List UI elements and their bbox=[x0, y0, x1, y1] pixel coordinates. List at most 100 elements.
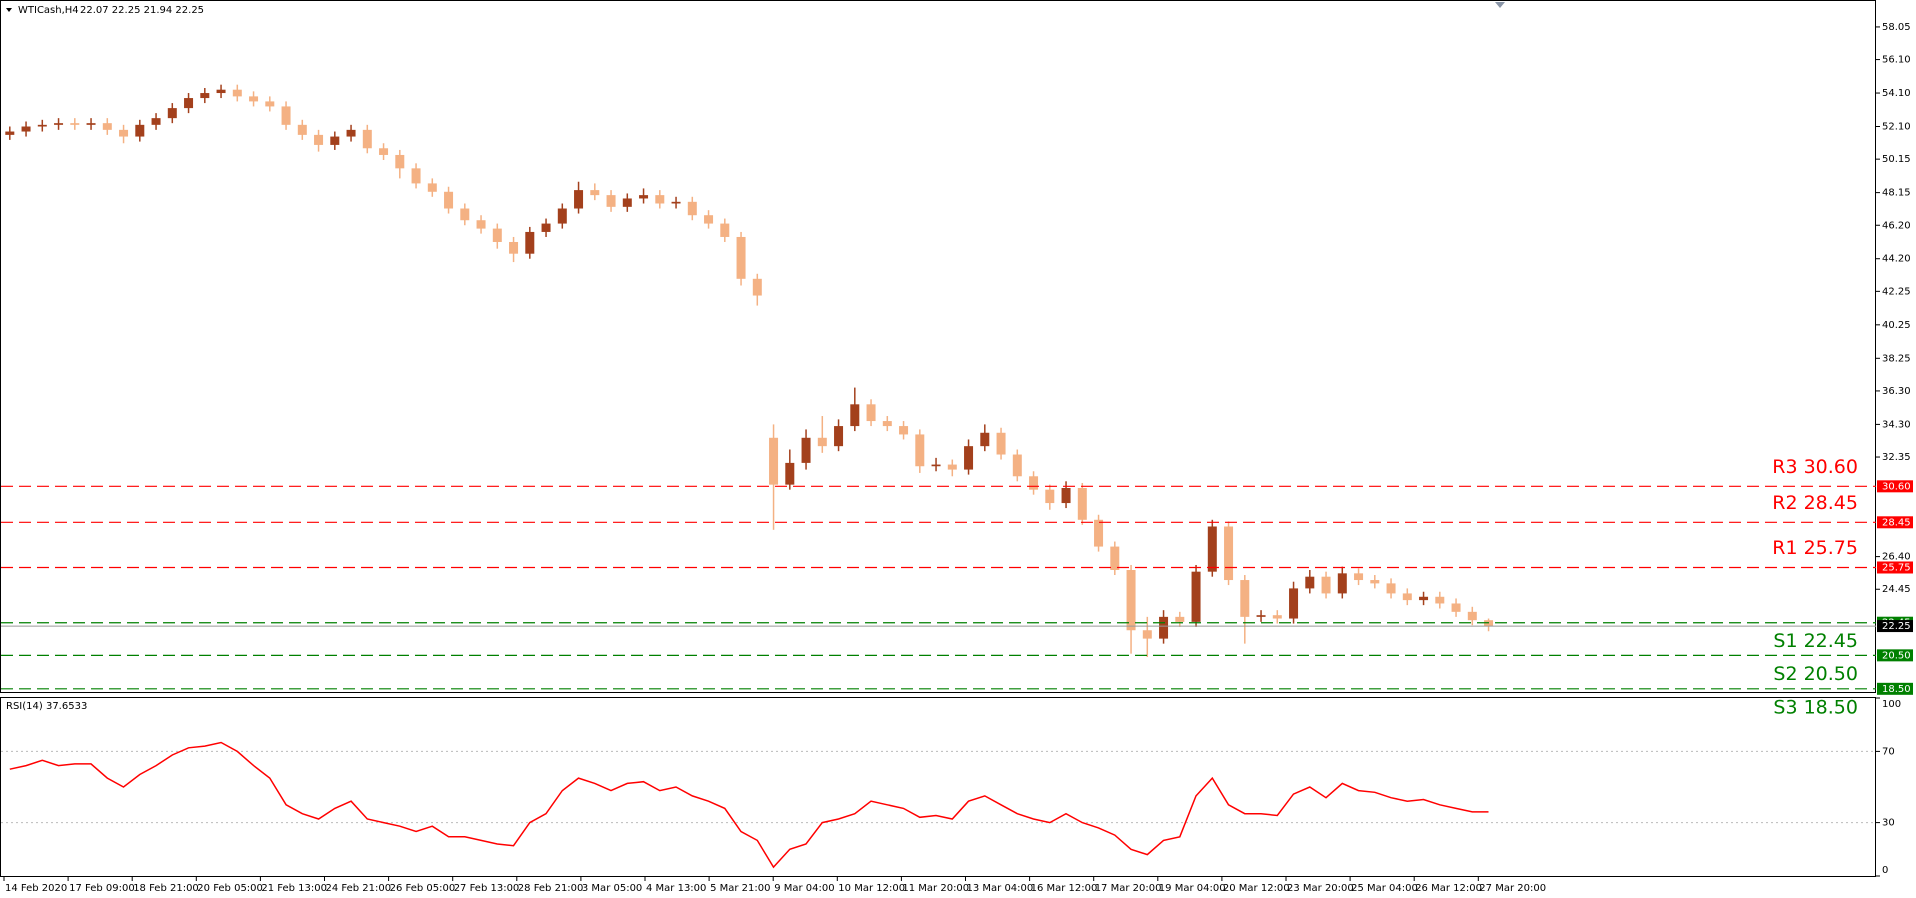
candle-body bbox=[492, 228, 502, 242]
y-tick-label: 52.10 bbox=[1882, 122, 1911, 133]
candle-body bbox=[1256, 615, 1266, 617]
candle-body bbox=[541, 223, 551, 232]
candle-body bbox=[1467, 611, 1477, 621]
y-tick-label: 38.25 bbox=[1882, 353, 1911, 364]
candle-body bbox=[639, 195, 649, 199]
candle-body bbox=[54, 123, 64, 125]
candle-body bbox=[915, 434, 925, 467]
candle-body bbox=[1061, 487, 1071, 504]
candle-body bbox=[704, 215, 714, 224]
menu-triangle[interactable] bbox=[6, 8, 12, 12]
candle-body bbox=[1110, 546, 1120, 570]
candle-body bbox=[330, 136, 340, 145]
candle-body bbox=[444, 191, 454, 209]
candle-body bbox=[1402, 593, 1412, 601]
x-tick-label: 25 Mar 04:00 bbox=[1351, 883, 1418, 894]
candle-body bbox=[460, 208, 470, 221]
candle-body bbox=[1142, 630, 1152, 639]
x-tick-label: 10 Mar 12:00 bbox=[838, 883, 905, 894]
y-tick-label: 58.05 bbox=[1882, 22, 1911, 33]
price-box bbox=[1877, 649, 1913, 662]
x-tick-label: 27 Mar 20:00 bbox=[1479, 883, 1546, 894]
candle-body bbox=[1305, 576, 1315, 589]
y-tick-label: 54.10 bbox=[1882, 88, 1911, 99]
rsi-label: RSI(14) 37.6533 bbox=[6, 701, 87, 712]
candle-body bbox=[362, 129, 372, 149]
y-tick-label: 48.15 bbox=[1882, 188, 1911, 199]
candle-body bbox=[655, 195, 665, 204]
candle-body bbox=[1207, 526, 1217, 572]
candle-body bbox=[671, 201, 681, 204]
candle-body bbox=[850, 404, 860, 427]
price-box bbox=[1877, 682, 1913, 695]
candle-body bbox=[1419, 596, 1429, 601]
x-tick-label: 17 Mar 20:00 bbox=[1095, 883, 1162, 894]
level-label: R1 25.75 bbox=[1772, 537, 1858, 559]
candle-body bbox=[37, 124, 47, 127]
candle-body bbox=[1045, 489, 1055, 504]
candle-body bbox=[931, 464, 941, 467]
candle-body bbox=[606, 195, 616, 207]
candle-body bbox=[882, 421, 892, 427]
candle-body bbox=[297, 124, 307, 135]
candle-body bbox=[834, 426, 844, 447]
candle-body bbox=[1012, 454, 1022, 477]
x-tick-label: 23 Mar 20:00 bbox=[1287, 883, 1354, 894]
price-box-label: 30.60 bbox=[1882, 481, 1911, 492]
x-tick-label: 3 Mar 05:00 bbox=[582, 883, 642, 894]
x-tick-label: 5 Mar 21:00 bbox=[710, 883, 770, 894]
candle-body bbox=[1337, 573, 1347, 594]
main-panel bbox=[0, 0, 1876, 693]
rsi-tick-label: 100 bbox=[1882, 699, 1901, 710]
x-tick-label: 26 Mar 12:00 bbox=[1415, 883, 1482, 894]
candle-body bbox=[899, 426, 909, 435]
rsi-tick-label: 70 bbox=[1882, 746, 1895, 757]
y-tick-label: 50.15 bbox=[1882, 154, 1911, 165]
level-label: S2 20.50 bbox=[1773, 663, 1858, 685]
x-tick-label: 16 Mar 12:00 bbox=[1031, 883, 1098, 894]
candle-body bbox=[167, 108, 177, 119]
y-tick-label: 26.40 bbox=[1882, 552, 1911, 563]
symbol-label: WTICash,H4 bbox=[18, 5, 79, 16]
x-tick-label: 20 Feb 05:00 bbox=[197, 883, 263, 894]
candle-body bbox=[574, 190, 584, 209]
candle-body bbox=[947, 464, 957, 470]
level-label: R3 30.60 bbox=[1772, 456, 1858, 478]
y-tick-label: 44.20 bbox=[1882, 254, 1911, 265]
y-tick-label: 36.30 bbox=[1882, 386, 1911, 397]
bid-label: 22.25 bbox=[1882, 621, 1911, 632]
candle-body bbox=[1191, 571, 1201, 622]
candle-body bbox=[232, 89, 242, 97]
x-tick-label: 9 Mar 04:00 bbox=[774, 883, 834, 894]
x-tick-label: 17 Feb 09:00 bbox=[69, 883, 135, 894]
candle-body bbox=[119, 129, 129, 137]
candle-body bbox=[249, 96, 259, 102]
candle-body bbox=[200, 93, 210, 99]
candle-body bbox=[346, 129, 356, 137]
candle-body bbox=[1094, 519, 1104, 547]
candle-body bbox=[980, 432, 990, 447]
candle-body bbox=[736, 236, 746, 279]
candle-body bbox=[427, 183, 437, 192]
candle-body bbox=[1321, 576, 1331, 594]
candle-body bbox=[1240, 580, 1250, 617]
x-tick-label: 26 Feb 05:00 bbox=[390, 883, 456, 894]
candle-body bbox=[265, 101, 275, 107]
y-tick-label: 46.20 bbox=[1882, 220, 1911, 231]
candle-body bbox=[1354, 573, 1364, 581]
y-tick-label: 56.10 bbox=[1882, 55, 1911, 66]
candle-body bbox=[1272, 615, 1282, 619]
shift-marker[interactable] bbox=[1495, 2, 1505, 8]
candle-body bbox=[314, 134, 324, 145]
x-tick-label: 4 Mar 13:00 bbox=[646, 883, 706, 894]
candle-body bbox=[21, 126, 31, 132]
candle-body bbox=[769, 437, 779, 485]
level-label: S3 18.50 bbox=[1773, 696, 1858, 718]
candle-body bbox=[281, 106, 291, 125]
candle-body bbox=[687, 201, 697, 216]
candle-body bbox=[151, 118, 161, 125]
candle-body bbox=[817, 437, 827, 447]
price-box-label: 28.45 bbox=[1882, 517, 1911, 528]
candle-body bbox=[1126, 569, 1136, 631]
price-box bbox=[1877, 480, 1913, 493]
